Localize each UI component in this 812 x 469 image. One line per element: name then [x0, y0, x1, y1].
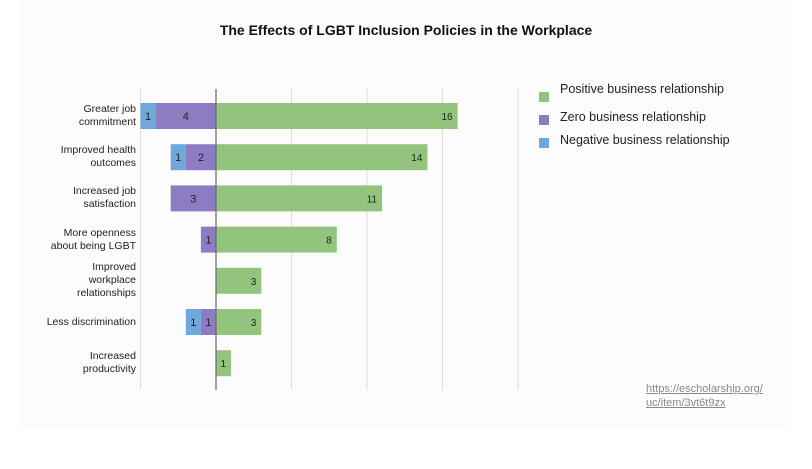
data-label: 1 — [205, 235, 211, 247]
data-label: 3 — [251, 318, 257, 329]
category-label-line: relationships — [77, 287, 136, 300]
category-label-line: Increased job — [72, 185, 136, 198]
bar-negative — [185, 309, 201, 335]
category-label-line: More openness — [63, 226, 136, 239]
legend-label: Positive business relationship — [560, 82, 724, 96]
data-label: 1 — [205, 317, 211, 329]
data-label: 3 — [190, 193, 196, 205]
category-label-line: Greater job — [83, 103, 136, 115]
category-label-line: workplace — [88, 274, 136, 287]
category-label: Increased productivity — [6, 350, 136, 376]
bar-positive — [216, 144, 428, 171]
data-label: 3 — [251, 277, 257, 288]
category-label-line: about being LGBT — [50, 239, 136, 252]
category-label: Greater job commitment — [6, 103, 136, 129]
category-label: More openness about being LGBT — [6, 227, 136, 253]
data-label: 16 — [441, 112, 453, 123]
category-label-line: Less discrimination — [46, 315, 136, 328]
data-label: 11 — [367, 194, 378, 205]
category-label-line: satisfaction — [83, 198, 136, 211]
legend-swatch — [539, 92, 549, 102]
category-label: Increased job satisfaction — [6, 185, 136, 211]
chart-title: The Effects of LGBT Inclusion Policies i… — [219, 22, 593, 38]
category-label-line: outcomes — [90, 157, 136, 170]
data-label: 1 — [221, 359, 227, 370]
legend-label: Negative business relationship — [560, 133, 730, 147]
bar-positive — [216, 309, 262, 335]
category-label-line: productivity — [82, 363, 136, 376]
bar-negative — [140, 103, 156, 129]
category-label: Improved workplace relationships — [6, 261, 136, 300]
category-label: Less discrimination — [6, 316, 136, 329]
bar-positive — [216, 185, 383, 212]
source-link-line-1[interactable]: https://escholarship.org/ — [646, 383, 763, 395]
legend-swatch — [539, 115, 549, 125]
category-label: Improved health outcomes — [6, 144, 136, 170]
bar-zero — [185, 144, 216, 171]
data-label: 1 — [190, 317, 196, 329]
category-label-line: Increased — [89, 350, 136, 363]
bar-negative — [170, 144, 186, 171]
bar-positive — [216, 350, 232, 377]
bar-zero — [200, 309, 216, 335]
bar-positive — [216, 226, 337, 253]
data-label: 8 — [326, 236, 332, 247]
data-label: 14 — [411, 153, 423, 164]
category-label-line: commitment — [78, 116, 136, 128]
bar-zero — [170, 185, 216, 212]
legend-swatch — [539, 138, 549, 148]
source-link-line-2[interactable]: uc/item/3vt6t9zx — [646, 397, 726, 409]
data-label: 1 — [175, 152, 181, 164]
slide-background — [20, 0, 790, 427]
category-label-line: Improved health — [60, 144, 136, 157]
source-link[interactable]: https://escholarship.org/ uc/item/3vt6t9… — [646, 382, 763, 410]
bar-positive — [216, 267, 262, 294]
data-label: 4 — [183, 111, 189, 123]
bar-zero — [155, 103, 216, 129]
legend-label: Zero business relationship — [560, 110, 706, 124]
category-label-line: Improved — [92, 261, 136, 274]
data-label: 1 — [145, 111, 151, 123]
data-label: 2 — [198, 152, 204, 164]
bar-zero — [200, 226, 216, 253]
bar-positive — [216, 103, 458, 129]
